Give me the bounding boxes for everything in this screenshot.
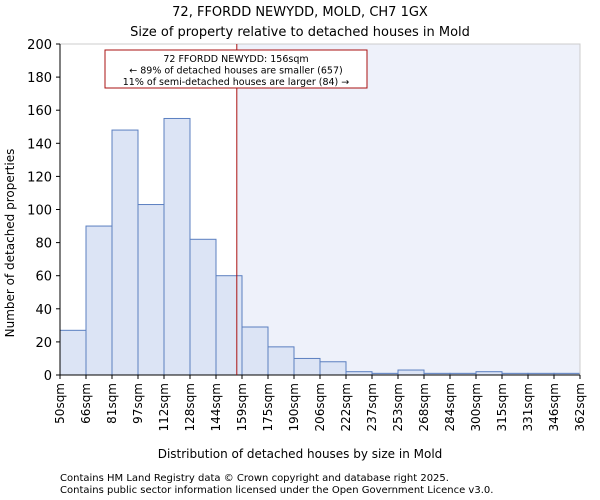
y-tick-label-160: 160 [27,104,52,119]
y-tick-label-120: 120 [27,170,52,185]
annotation-box [104,49,368,89]
x-tick-label-144sqm: 144sqm [209,383,223,431]
bar-50sqm [59,329,87,376]
bar-128sqm [189,238,217,376]
x-tick-label-50sqm: 50sqm [53,383,67,424]
y-tick-label-100: 100 [27,204,52,219]
y-tick-label-40: 40 [35,303,52,318]
x-tick-label-300sqm: 300sqm [469,383,483,431]
bar-112sqm [163,117,191,376]
footer-line-2: Contains public sector information licen… [60,485,493,496]
annotation-line-2: ← 89% of detached houses are smaller (65… [129,66,342,77]
x-tick-label-284sqm: 284sqm [443,383,457,431]
bar-190sqm [293,357,321,376]
bar-144sqm [215,275,243,376]
x-tick-label-331sqm: 331sqm [521,383,535,431]
y-tick-label-80: 80 [35,237,52,252]
bar-97sqm [137,204,165,376]
x-tick-label-222sqm: 222sqm [339,383,353,431]
y-tick-label-60: 60 [35,270,52,285]
x-tick-label-237sqm: 237sqm [365,383,379,431]
y-tick-label-20: 20 [35,336,52,351]
y-tick-label-200: 200 [27,38,52,53]
bar-66sqm [85,225,113,376]
y-tick-label-0: 0 [44,369,52,384]
x-tick-label-112sqm: 112sqm [157,383,171,431]
bar-253sqm [397,369,425,376]
x-tick-label-315sqm: 315sqm [495,383,509,431]
x-tick-label-97sqm: 97sqm [131,383,145,424]
x-tick-label-66sqm: 66sqm [79,383,93,424]
bar-206sqm [319,361,347,376]
y-axis-label: Number of detached properties [3,149,17,338]
x-tick-label-206sqm: 206sqm [313,383,327,431]
x-tick-label-268sqm: 268sqm [417,383,431,431]
chart-title: 72, FFORDD NEWYDD, MOLD, CH7 1GX [172,5,428,20]
bar-81sqm [111,129,139,376]
x-tick-label-346sqm: 346sqm [547,383,561,431]
annotation-line-3: 11% of semi-detached houses are larger (… [123,77,350,88]
bar-175sqm [267,346,295,376]
plot-area: 0 20 40 60 80 100 120 140 160 180 200 50sqm 66sqm 81s… [27,38,587,431]
x-tick-label-190sqm: 190sqm [287,383,301,431]
x-tick-label-81sqm: 81sqm [105,383,119,424]
bar-159sqm [241,326,269,376]
x-tick-label-253sqm: 253sqm [391,383,405,431]
y-tick-label-140: 140 [27,137,52,152]
x-tick-label-362sqm: 362sqm [573,383,587,431]
x-axis-label: Distribution of detached houses by size … [158,447,443,461]
x-tick-label-159sqm: 159sqm [235,383,249,431]
x-tick-label-128sqm: 128sqm [183,383,197,431]
chart-subtitle: Size of property relative to detached ho… [130,25,470,40]
x-tick-label-175sqm: 175sqm [261,383,275,431]
footer-line-1: Contains HM Land Registry data © Crown c… [60,473,449,484]
larger-region-shade [236,44,581,375]
annotation-line-1: 72 FFORDD NEWYDD: 156sqm [163,54,308,65]
y-tick-label-180: 180 [27,71,52,86]
